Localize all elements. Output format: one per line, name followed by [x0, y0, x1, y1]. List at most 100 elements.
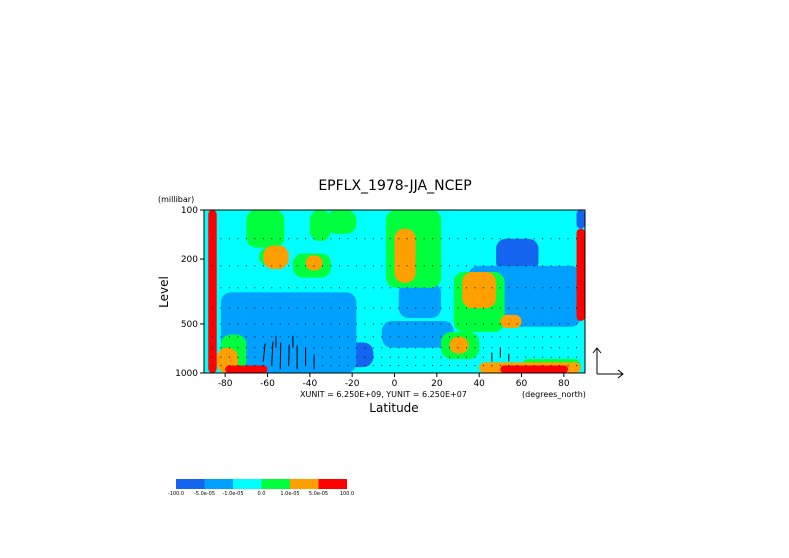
vector-grid-point — [516, 356, 518, 358]
vector-grid-point — [211, 365, 213, 367]
vector-grid-point — [211, 238, 213, 240]
vector-grid-point — [525, 238, 527, 240]
vector-grid-point — [432, 238, 434, 240]
vector-grid-point — [254, 336, 256, 338]
vector-grid-point — [550, 287, 552, 289]
vector-grid-point — [432, 323, 434, 325]
vector-grid-point — [440, 365, 442, 367]
vector-grid-point — [279, 307, 281, 309]
vector-grid-point — [406, 336, 408, 338]
vector-grid-point — [355, 265, 357, 267]
vector-grid-point — [347, 356, 349, 358]
vector-grid-point — [330, 287, 332, 289]
vector-grid-point — [330, 347, 332, 349]
vector-grid-point — [381, 265, 383, 267]
vector-grid-point — [372, 323, 374, 325]
vector-grid-point — [364, 238, 366, 240]
vector-grid-point — [381, 356, 383, 358]
y-tick-label: 200 — [181, 255, 198, 265]
vector-grid-point — [525, 307, 527, 309]
vector-grid-point — [398, 265, 400, 267]
vector-grid-point — [508, 365, 510, 367]
colorbar-swatch — [233, 479, 262, 489]
vector-grid-point — [398, 307, 400, 309]
vector-grid-point — [508, 347, 510, 349]
vector-grid-point — [228, 347, 230, 349]
vector-grid-point — [381, 307, 383, 309]
vector-grid-point — [347, 287, 349, 289]
vector-grid-point — [567, 265, 569, 267]
vector-grid-point — [432, 265, 434, 267]
vector-grid-point — [254, 365, 256, 367]
vector-grid-point — [398, 356, 400, 358]
vector-grid-point — [398, 287, 400, 289]
vector-grid-point — [576, 347, 578, 349]
vector-grid-point — [288, 347, 290, 349]
vector-grid-point — [423, 336, 425, 338]
vector-grid-point — [576, 365, 578, 367]
vector-grid-point — [576, 287, 578, 289]
vector-grid-point — [271, 307, 273, 309]
vector-grid-point — [482, 307, 484, 309]
x-tick-label: -20 — [345, 379, 360, 389]
vector-grid-point — [254, 323, 256, 325]
vector-grid-point — [372, 365, 374, 367]
vector-grid-point — [220, 347, 222, 349]
colorbar-label: 100.0 — [340, 491, 354, 497]
vector-grid-point — [474, 323, 476, 325]
contour-region — [500, 365, 569, 373]
x-axis-units: (degrees_north) — [522, 390, 586, 399]
vector-grid-point — [211, 287, 213, 289]
vector-grid-point — [482, 323, 484, 325]
vector-grid-point — [542, 307, 544, 309]
vector-grid-point — [220, 356, 222, 358]
vector-grid-point — [364, 336, 366, 338]
vector-grid-point — [296, 238, 298, 240]
chart-title: EPFLX_1978-JJA_NCEP — [318, 178, 471, 194]
vector-grid-point — [559, 323, 561, 325]
vector-grid-point — [508, 307, 510, 309]
x-tick-label: 80 — [558, 379, 570, 389]
vector-grid-point — [449, 265, 451, 267]
vector-grid-point — [559, 265, 561, 267]
vector-grid-point — [457, 287, 459, 289]
vector-grid-point — [457, 238, 459, 240]
vector-grid-point — [398, 336, 400, 338]
vector-grid-point — [228, 287, 230, 289]
vector-grid-point — [567, 287, 569, 289]
vector-grid-point — [508, 336, 510, 338]
y-axis: 100 200 500 1000 — [175, 206, 204, 379]
vector-grid-point — [288, 323, 290, 325]
vector-grid-point — [432, 336, 434, 338]
vector-grid-point — [449, 356, 451, 358]
vector-grid-point — [288, 265, 290, 267]
vector-grid-point — [228, 238, 230, 240]
x-axis-label: Latitude — [369, 401, 418, 415]
flux-vector — [279, 342, 282, 370]
colorbar-swatch — [318, 479, 347, 489]
vector-grid-point — [228, 356, 230, 358]
vector-grid-point — [338, 336, 340, 338]
vector-grid-point — [279, 265, 281, 267]
vector-grid-point — [254, 287, 256, 289]
vector-grid-point — [322, 323, 324, 325]
vector-grid-point — [423, 356, 425, 358]
vector-grid-point — [372, 287, 374, 289]
vector-grid-point — [355, 307, 357, 309]
vector-grid-point — [338, 307, 340, 309]
vector-grid-point — [406, 238, 408, 240]
vector-grid-point — [499, 307, 501, 309]
y-axis-units: (millibar) — [158, 195, 194, 204]
x-tick-label: 60 — [516, 379, 528, 389]
vector-grid-point — [542, 323, 544, 325]
vector-grid-point — [440, 347, 442, 349]
vector-grid-point — [305, 307, 307, 309]
vector-grid-point — [567, 365, 569, 367]
vector-grid-point — [322, 287, 324, 289]
vector-grid-point — [372, 356, 374, 358]
vector-grid-point — [525, 265, 527, 267]
vector-grid-point — [364, 356, 366, 358]
vector-grid-point — [237, 365, 239, 367]
vector-grid-point — [415, 265, 417, 267]
vector-grid-point — [482, 347, 484, 349]
